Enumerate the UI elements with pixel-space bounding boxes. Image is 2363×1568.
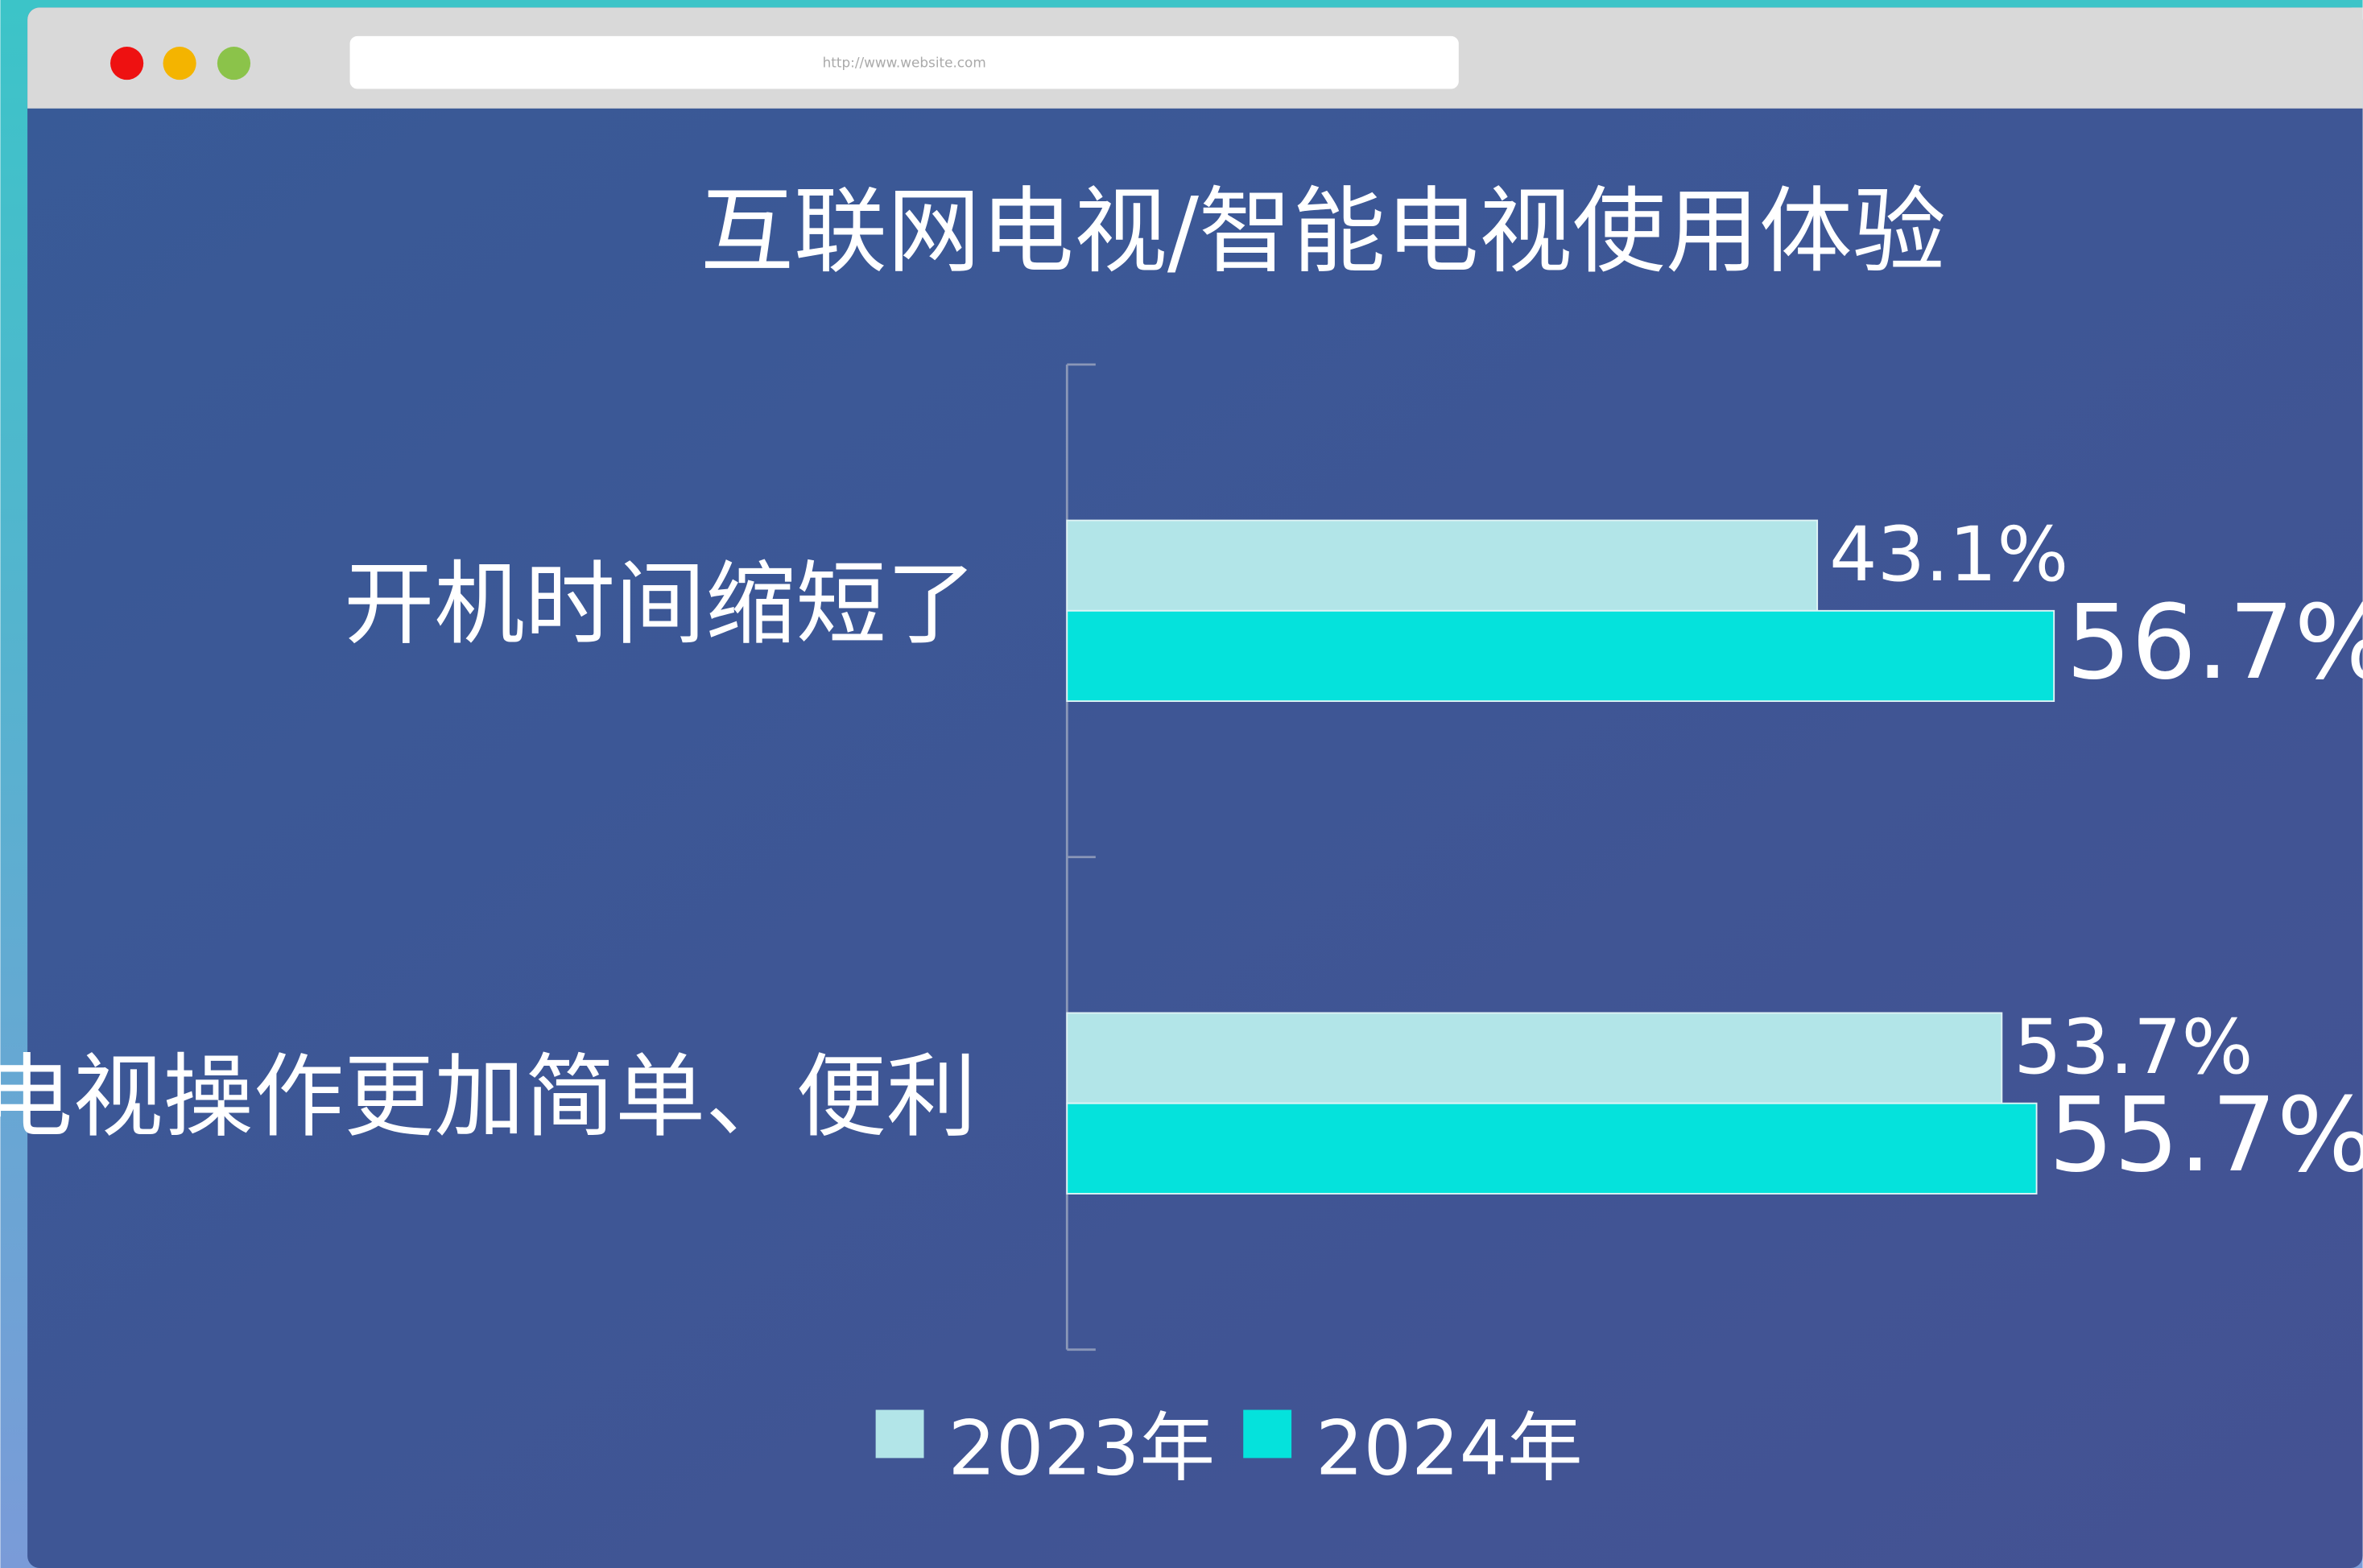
value-label: 43.1%	[1829, 511, 2068, 599]
category-label: 开机时间缩短了	[344, 553, 977, 658]
legend-swatch	[1243, 1409, 1292, 1459]
url-text: http://www.website.com	[823, 55, 986, 71]
minimize-button[interactable]	[163, 47, 196, 80]
value-label: 53.7%	[2014, 1004, 2253, 1091]
legend-label: 2024年	[1316, 1405, 1583, 1493]
close-button[interactable]	[110, 47, 144, 80]
bar	[1066, 609, 2055, 703]
category-label: 电视操作更加简单、便利	[0, 1045, 977, 1149]
chart-title: 互联网电视/智能电视使用体验	[700, 177, 1946, 286]
bar	[1066, 1102, 2038, 1195]
value-label: 55.7%	[2049, 1076, 2363, 1195]
legend-label: 2023年	[948, 1405, 1215, 1493]
bar	[1066, 519, 1819, 612]
value-label: 56.7%	[2066, 584, 2363, 703]
maximize-button[interactable]	[217, 47, 251, 80]
legend-swatch	[875, 1409, 924, 1459]
address-bar[interactable]	[349, 35, 1459, 89]
bar	[1066, 1012, 2003, 1104]
